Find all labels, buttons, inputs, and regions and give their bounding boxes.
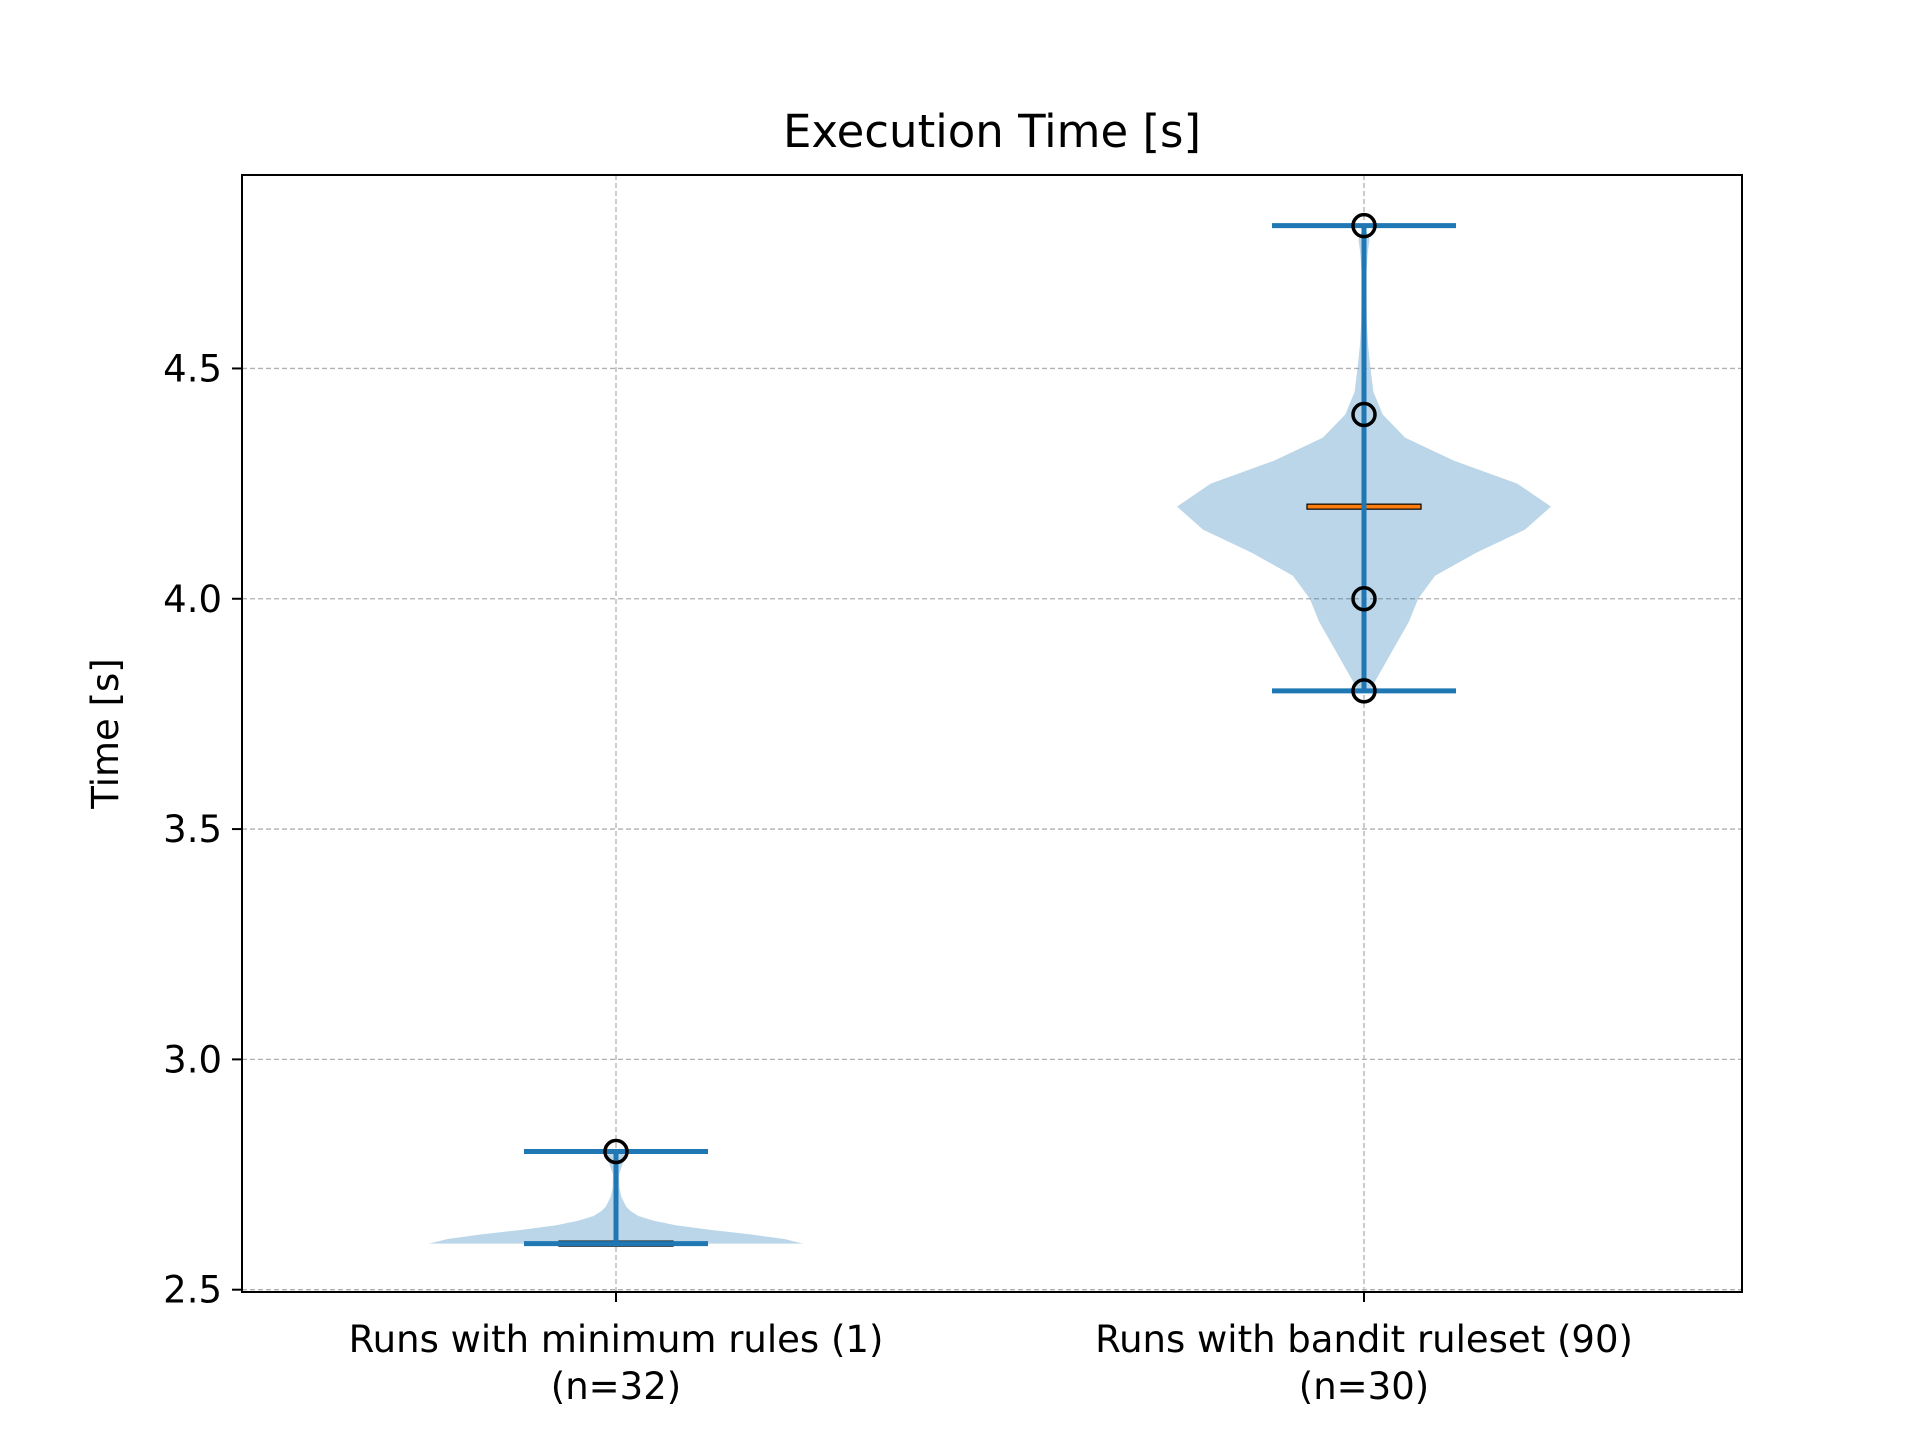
y-tick-label: 3.0: [163, 1038, 222, 1081]
x-tick-sublabel: (n=30): [1299, 1365, 1429, 1408]
y-tick-label: 4.0: [163, 578, 222, 621]
axis-ticks: 2.5 3.0 3.5 4.0 4.5 Runs with minimum rules (…: [163, 347, 1633, 1408]
grid-lines: [242, 175, 1742, 1292]
data-point: [603, 1138, 629, 1165]
violin-stat-lines: [524, 223, 1456, 1247]
data-points: [603, 212, 1377, 1165]
x-tick-sublabel: (n=32): [551, 1365, 681, 1408]
data-point: [1351, 212, 1377, 239]
y-axis-title: Time [s]: [84, 658, 127, 809]
y-tick-label: 2.5: [163, 1269, 222, 1312]
chart-title: Execution Time [s]: [783, 105, 1201, 158]
x-tick-label: Runs with minimum rules (1): [349, 1318, 884, 1361]
data-point: [1351, 678, 1377, 704]
plot-frame: [241, 174, 1743, 1293]
data-point: [1351, 586, 1377, 612]
violin-bodies: [429, 225, 1551, 1244]
y-tick-label: 3.5: [163, 808, 222, 851]
x-tick-label: Runs with bandit ruleset (90): [1095, 1318, 1633, 1361]
data-point: [1351, 401, 1377, 428]
y-tick-label: 4.5: [163, 347, 222, 390]
